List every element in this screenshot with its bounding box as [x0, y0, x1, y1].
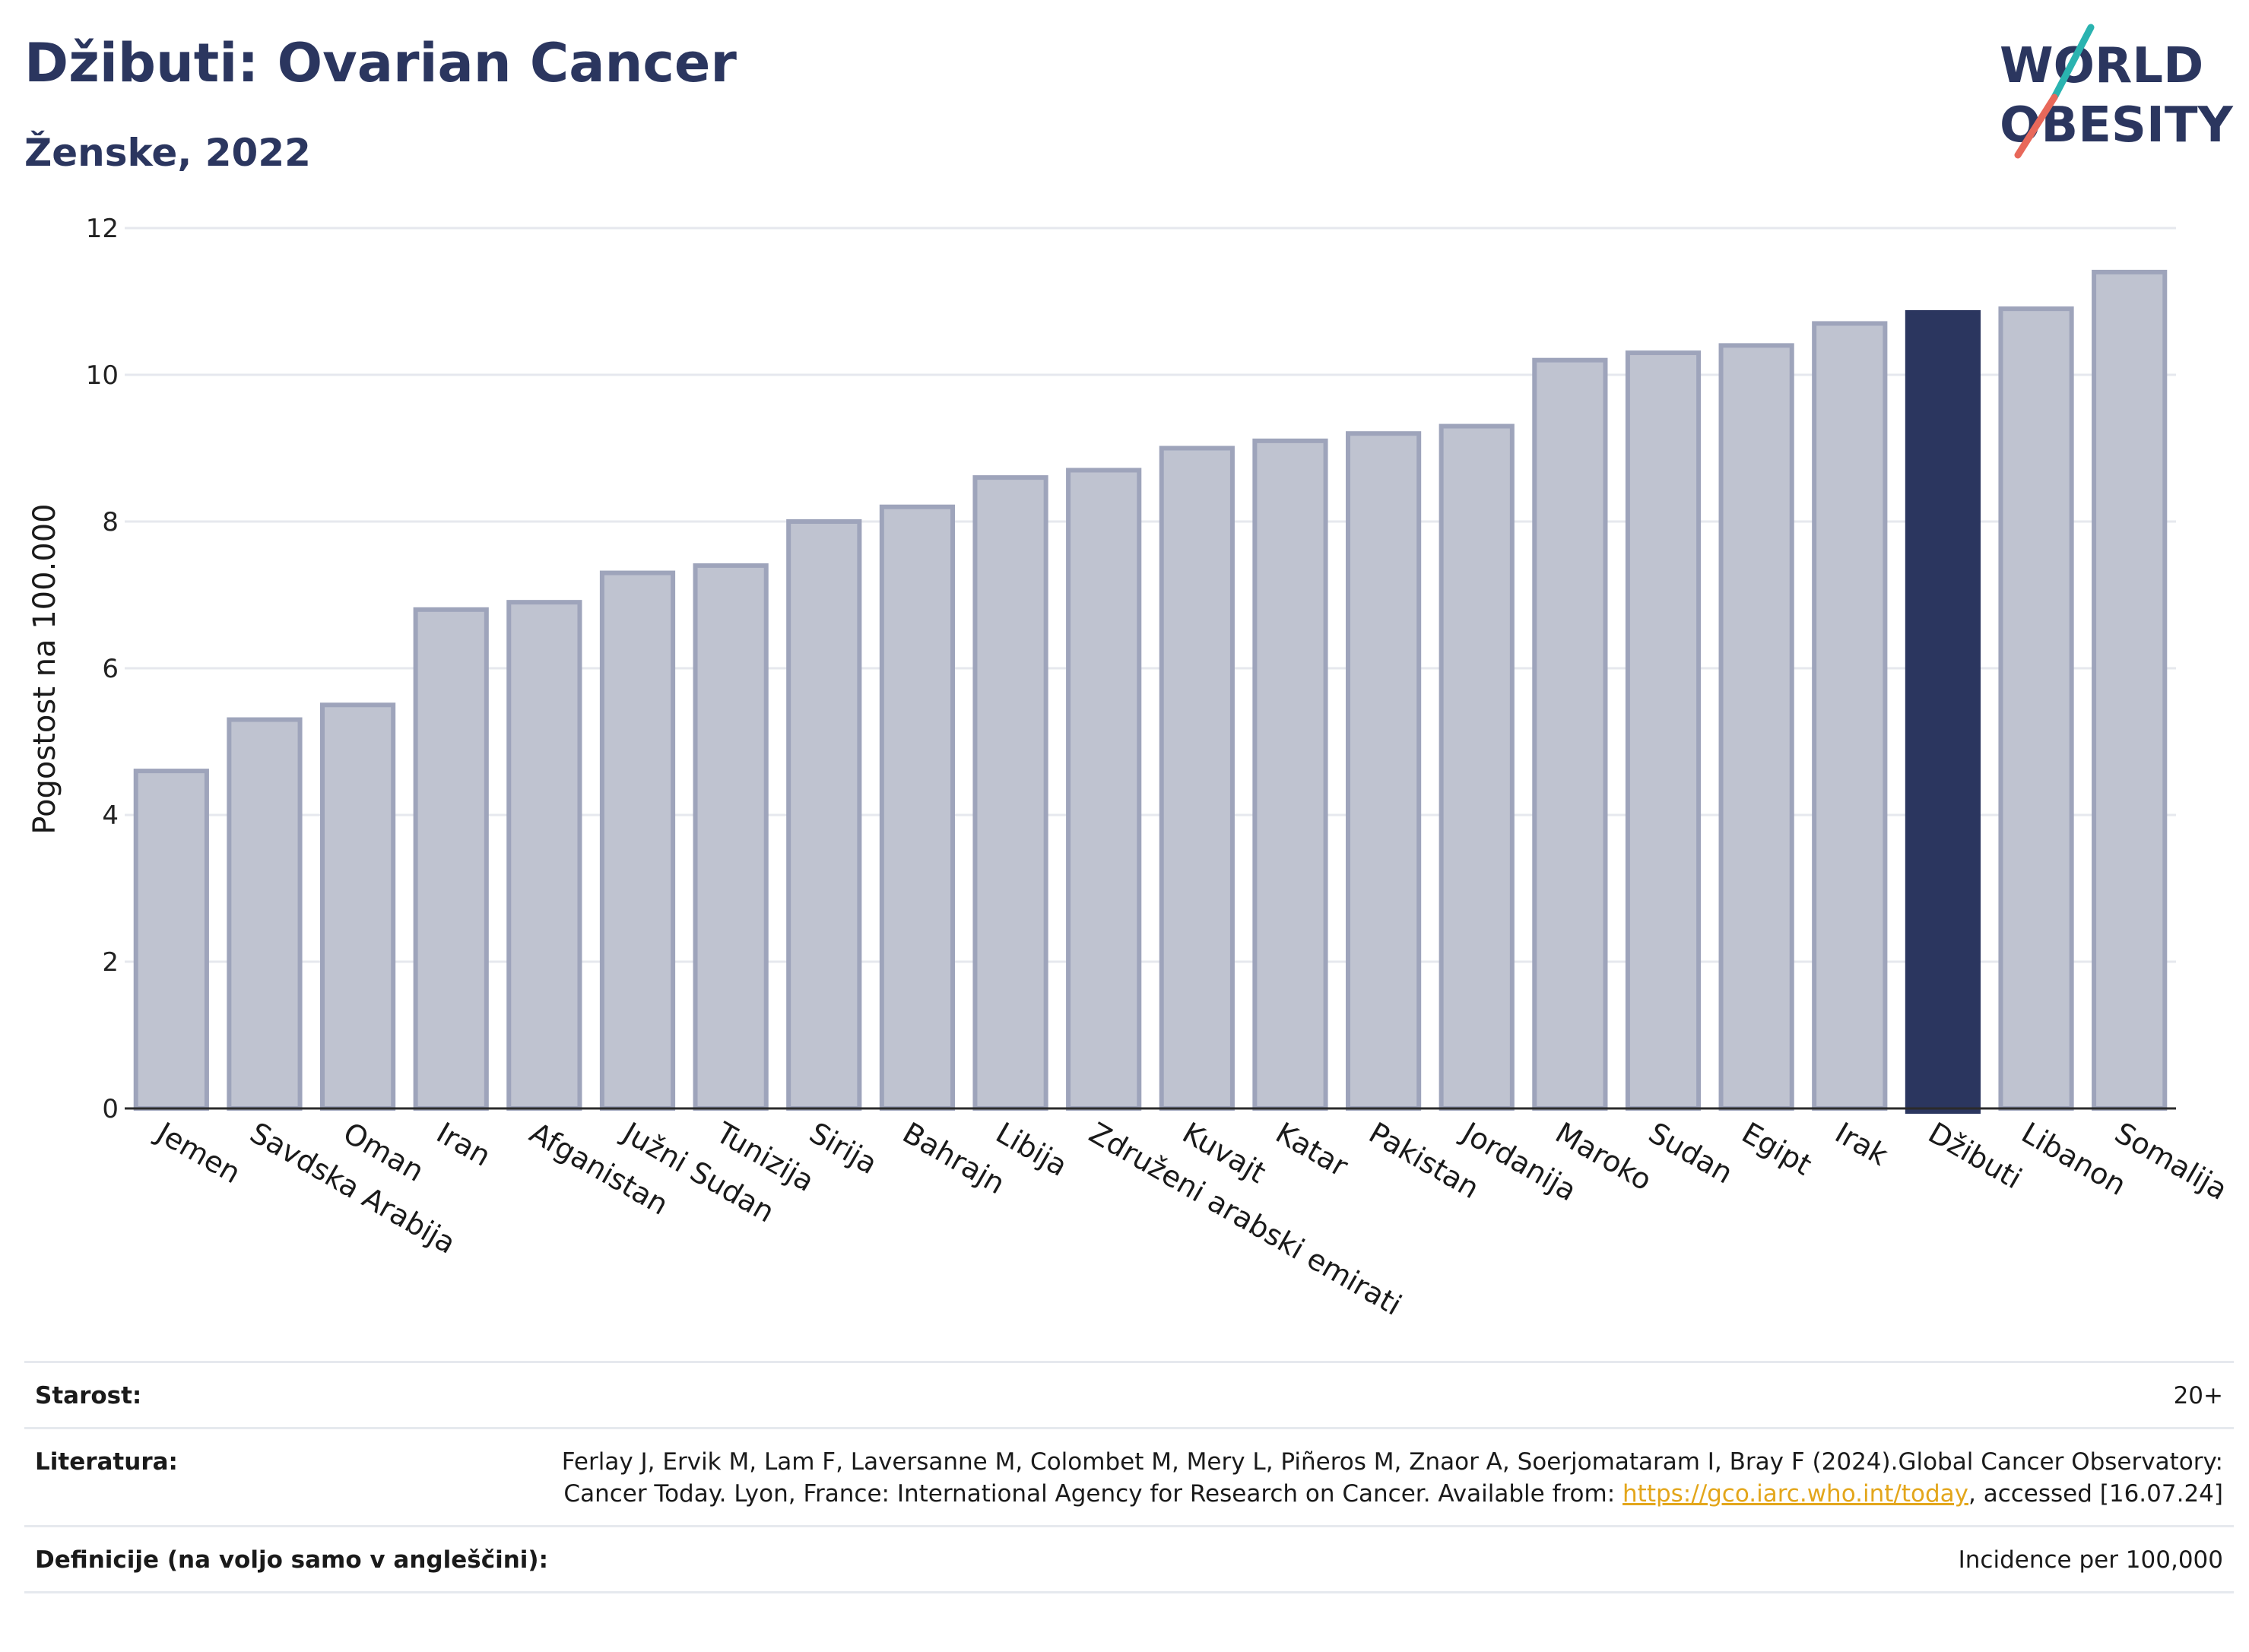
bar-somalija: [2092, 269, 2168, 1111]
y-tick-label: 12: [86, 214, 119, 244]
x-tick-label: Libanon: [2016, 1116, 2132, 1202]
x-tick-label: Sudan: [1643, 1116, 1739, 1191]
x-tick-label: Irak: [1829, 1116, 1893, 1172]
reference-label: Literatura:: [35, 1448, 178, 1476]
bar-libija: [972, 475, 1048, 1111]
reference-text: Ferlay J, Ervik M, Lam F, Laversanne M, …: [561, 1448, 2223, 1508]
y-tick-label: 6: [102, 654, 119, 684]
bars: [133, 269, 2168, 1115]
reference-value: Ferlay J, Ervik M, Lam F, Laversanne M, …: [535, 1446, 2223, 1510]
reference-link[interactable]: https://gco.iarc.who.int/today: [1623, 1480, 1968, 1508]
x-tick-label: Bahrajn: [897, 1116, 1010, 1201]
age-value: 20+: [2173, 1382, 2223, 1409]
bar-katar: [1252, 438, 1328, 1111]
bar-afganistan: [506, 600, 582, 1111]
y-tick-label: 10: [86, 360, 119, 391]
x-tick-label: Iran: [431, 1116, 496, 1173]
x-tick-label: Jemen: [150, 1115, 246, 1191]
y-tick-label: 4: [102, 801, 119, 831]
meta-row-age: Starost: 20+: [24, 1361, 2234, 1427]
meta-row-definitions: Definicije (na voljo samo v angleščini):…: [24, 1525, 2234, 1593]
bar-džibuti: [1905, 309, 1981, 1115]
x-tick-label: Katar: [1270, 1116, 1353, 1184]
logo-line1: WORLD: [2000, 38, 2203, 94]
bar-savdska-arabija: [227, 717, 303, 1111]
age-label: Starost:: [35, 1382, 142, 1409]
y-tick-label: 8: [102, 507, 119, 537]
bar-jemen: [133, 769, 209, 1111]
bar-združeni-arabski-emirati: [1066, 468, 1142, 1111]
x-tick-label: Somalija: [2109, 1116, 2233, 1206]
x-tick-label: Džibuti: [1923, 1116, 2028, 1196]
y-tick-label: 0: [102, 1094, 119, 1124]
reference-text-accessed: , accessed [16.07.24]: [1968, 1480, 2223, 1508]
bar-iran: [413, 607, 489, 1111]
y-tick-label: 2: [102, 947, 119, 978]
bar-kuvajt: [1159, 446, 1235, 1111]
x-tick-label: Egipt: [1737, 1116, 1818, 1182]
chart-title: Džibuti: Ovarian Cancer: [24, 32, 737, 94]
bar-egipt: [1718, 343, 1794, 1111]
bar-libanon: [1998, 306, 2074, 1111]
bar-južni-sudan: [599, 570, 676, 1111]
bar-irak: [1812, 321, 1888, 1111]
world-obesity-logo: WORLD OBESITY: [2000, 24, 2233, 159]
bar-bahrajn: [879, 504, 956, 1111]
logo-slash-top: [2051, 24, 2095, 101]
y-tick-labels: 0 2 4 6 8 10 12: [86, 214, 119, 1124]
bar-jordanija: [1439, 423, 1515, 1111]
bar-maroko: [1532, 357, 1608, 1111]
bar-sirija: [786, 519, 862, 1111]
bar-oman: [319, 702, 396, 1111]
meta-row-reference: Literatura: Ferlay J, Ervik M, Lam F, La…: [24, 1427, 2234, 1525]
bar-pakistan: [1345, 431, 1422, 1111]
logo-slash-bottom: [2014, 94, 2058, 159]
y-axis-title: Pogostost na 100.000: [27, 503, 62, 834]
bar-tunizija: [693, 563, 769, 1111]
bar-sudan: [1625, 350, 1702, 1111]
metadata-table: Starost: 20+ Literatura: Ferlay J, Ervik…: [24, 1361, 2234, 1593]
definitions-label: Definicije (na voljo samo v angleščini):: [35, 1546, 548, 1574]
chart-subtitle: Ženske, 2022: [24, 131, 311, 175]
definitions-value: Incidence per 100,000: [1958, 1546, 2223, 1574]
